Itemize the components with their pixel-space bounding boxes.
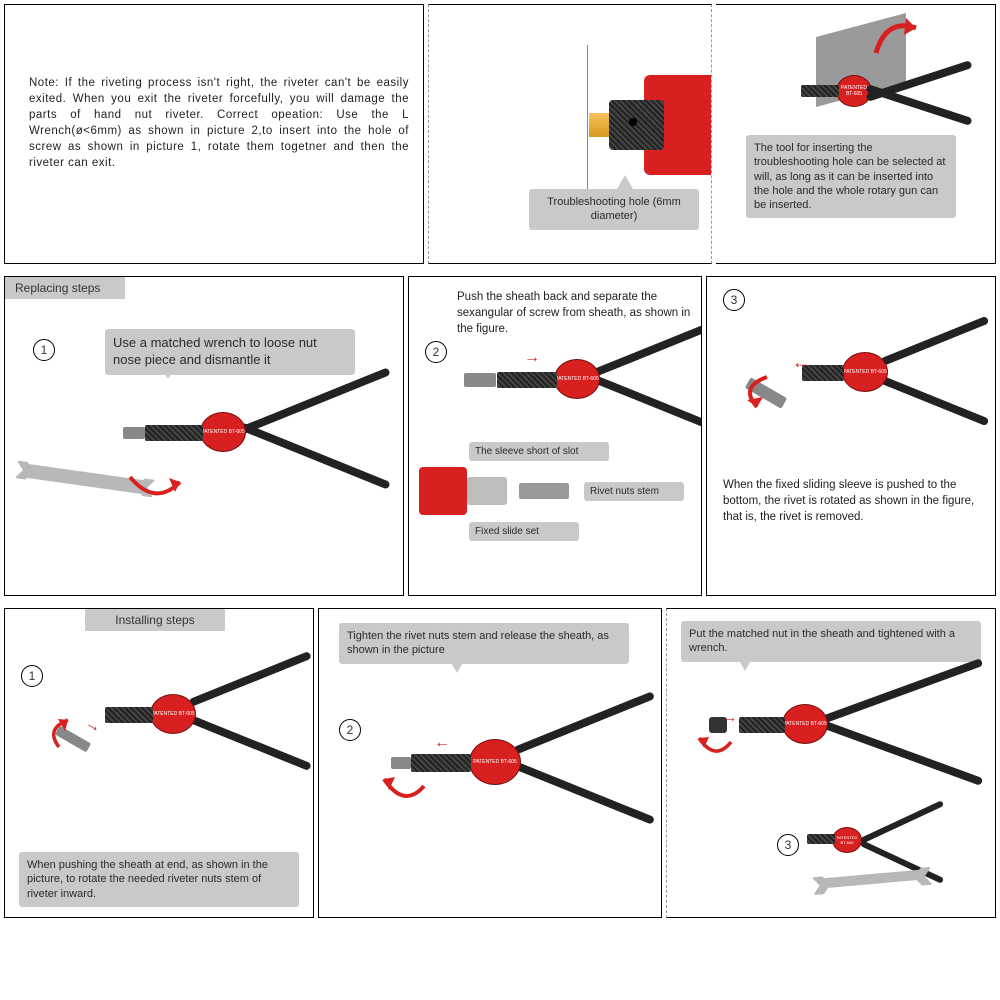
- handle-3b: [880, 376, 990, 426]
- label-stem: Rivet nuts stem: [584, 482, 684, 501]
- row-installing: Installing steps 1 PATENTED BT-605 → Whe…: [4, 608, 996, 918]
- push-arrow-icon: →: [524, 349, 540, 367]
- curved-arrow-icon: [866, 13, 926, 63]
- red-block: [419, 467, 467, 515]
- tighten-nut-icon: [695, 734, 735, 764]
- ihandle-2b: [513, 761, 655, 825]
- step-number-2: 2: [425, 341, 447, 363]
- troubleshooting-callout: Troubleshooting hole (6mm diameter): [529, 189, 699, 230]
- install3-pointer: [737, 657, 753, 671]
- install-step3: Put the matched nut in the sheath and ti…: [666, 608, 996, 918]
- replace-step2: Push the sheath back and separate the se…: [408, 276, 702, 596]
- row-replacing: Replacing steps 1 Use a matched wrench t…: [4, 276, 996, 596]
- sheath-sep: [464, 373, 496, 387]
- replacing-header: Replacing steps: [5, 277, 125, 299]
- tighten-arrow-icon: [379, 774, 429, 810]
- ihandle-1b: [188, 715, 312, 771]
- inozzle-3: [739, 717, 785, 733]
- install3-text: Put the matched nut in the sheath and ti…: [681, 621, 981, 662]
- ihandle-2a: [513, 691, 655, 755]
- note-text: Note: If the riveting process isn't righ…: [29, 75, 409, 172]
- step-number-3: 3: [723, 289, 745, 311]
- install2-text: Tighten the rivet nuts stem and release …: [339, 623, 629, 664]
- tool-nozzle: [801, 85, 839, 97]
- tool-head-2: PATENTED BT-605: [554, 359, 600, 399]
- install-num-2: 2: [339, 719, 361, 741]
- plate-panel: PATENTED BT-605 The tool for inserting t…: [716, 4, 996, 264]
- step1-callout: Use a matched wrench to loose nut nose p…: [105, 329, 355, 375]
- stem-part: [519, 483, 569, 499]
- rotate-arrow-3-icon: [737, 372, 777, 412]
- step2-text: Push the sheath back and separate the se…: [457, 289, 697, 337]
- panel3-callout: The tool for inserting the troubleshooti…: [746, 135, 956, 218]
- itool-head-1: PATENTED BT-605: [150, 694, 196, 734]
- tool-head-3: PATENTED BT-605: [842, 352, 888, 392]
- callout-pointer: [617, 175, 633, 189]
- nut-arrow-icon: →: [723, 709, 737, 725]
- ihandle-1a: [188, 651, 312, 707]
- install-num-3: 3: [777, 834, 799, 856]
- knurl-collar: [609, 100, 664, 150]
- rotate-arrow-icon: [125, 472, 185, 512]
- note-panel: Note: If the riveting process isn't righ…: [4, 4, 424, 264]
- replace-step3: 3 PATENTED BT-605 ← When the fixed slidi…: [706, 276, 996, 596]
- install-step1: Installing steps 1 PATENTED BT-605 → Whe…: [4, 608, 314, 918]
- wrench-bottom-icon: [822, 870, 922, 889]
- ihandle-3a: [821, 658, 983, 724]
- handle-1b: [239, 422, 390, 489]
- installing-header: Installing steps: [85, 609, 225, 631]
- itool-head-2: PATENTED BT-605: [469, 739, 521, 785]
- label-fixed: Fixed slide set: [469, 522, 579, 541]
- handle-2b: [592, 375, 702, 427]
- tool-head-1: PATENTED BT-605: [200, 412, 246, 452]
- small-handle-a: [860, 800, 944, 843]
- step1-pointer: [160, 365, 176, 379]
- row-note: Note: If the riveting process isn't righ…: [4, 4, 996, 264]
- small-nozzle: [807, 834, 835, 844]
- handle-3a: [880, 316, 990, 366]
- install2-pointer: [449, 659, 465, 673]
- inozzle-1: [105, 707, 153, 723]
- install1-text: When pushing the sheath at end, as shown…: [19, 852, 299, 907]
- nosepiece: [123, 427, 145, 439]
- step3-text: When the fixed sliding sleeve is pushed …: [723, 477, 983, 525]
- stem-in: [391, 757, 411, 769]
- nozzle-2: [497, 372, 557, 388]
- step-number-1: 1: [33, 339, 55, 361]
- replace-step1: Replacing steps 1 Use a matched wrench t…: [4, 276, 404, 596]
- tool-handle-b: [865, 84, 972, 126]
- install-step2: Tighten the rivet nuts stem and release …: [318, 608, 662, 918]
- inozzle-2: [411, 754, 471, 772]
- hole-dot: [629, 118, 637, 126]
- small-head: PATENTED BT-605: [832, 827, 862, 853]
- remove-arrow-icon: ←: [792, 352, 810, 373]
- sleeve-part: [467, 477, 507, 505]
- insert-arrow-icon: →: [82, 714, 105, 738]
- install-num-1: 1: [21, 665, 43, 687]
- handle-1a: [239, 367, 390, 434]
- release-arrow-icon: ←: [434, 734, 450, 752]
- itool-head-3: PATENTED BT-605: [782, 704, 828, 744]
- closeup-panel: Troubleshooting hole (6mm diameter): [428, 4, 712, 264]
- rotate-in-icon: [43, 717, 77, 751]
- ihandle-3b: [821, 720, 983, 786]
- label-sleeve: The sleeve short of slot: [469, 442, 609, 461]
- nozzle-1: [145, 425, 203, 441]
